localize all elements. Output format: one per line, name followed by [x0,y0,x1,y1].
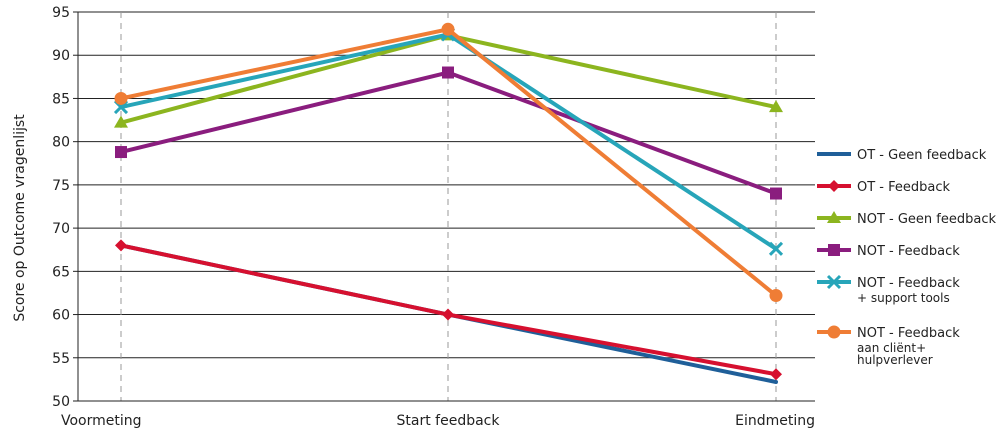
series-layer [113,22,784,384]
series-4 [115,66,782,200]
legend: OT - Geen feedback OT - Feedback NOT - Gee… [817,148,996,367]
legend-item-6: NOT - Feedback aan cliënt+ hulpverlever [817,325,960,367]
y-tick-label: 50 [52,394,70,410]
legend-swatch-marker [828,244,840,256]
legend-label: NOT - Feedback aan cliënt+ hulpverlever [857,326,960,367]
data-point-marker [114,91,128,105]
data-point-marker [770,368,782,381]
data-point-marker [769,100,783,113]
legend-label: NOT - Feedback + support tools [857,276,960,305]
legend-label: OT - Feedback [857,180,951,195]
y-tick-label: 65 [52,264,70,280]
x-tick-label: Voormeting [61,413,142,429]
legend-label: NOT - Geen feedback [857,212,996,227]
legend-swatch-marker [826,274,842,290]
y-tick-label: 70 [52,221,70,237]
axes: 50 55 60 65 70 75 80 85 90 95 Voormeting Start feed… [52,5,815,429]
legend-item-3: NOT - Geen feedback [817,211,996,227]
legend-swatch-marker [828,180,840,192]
grid-layer [78,11,815,401]
data-point-marker [114,115,128,128]
y-tick-label: 90 [52,48,70,64]
legend-item-2: OT - Feedback [817,180,951,195]
y-axis-title: Score op Outcome vragenlijst [12,114,28,322]
series-6 [114,22,783,303]
legend-label: NOT - Feedback [857,244,960,259]
data-point-marker [441,22,455,36]
y-tick-label: 55 [52,351,70,367]
legend-label: OT - Geen feedback [857,148,987,163]
data-point-marker [769,289,783,303]
legend-swatch-marker [827,211,841,223]
x-tick-label: Eindmeting [735,413,815,429]
data-point-marker [442,66,454,79]
y-tick-label: 75 [52,178,70,194]
data-point-marker [770,187,782,200]
y-tick-label: 95 [52,5,70,21]
y-tick-label: 85 [52,91,70,107]
data-point-marker [115,239,127,252]
data-point-marker [768,241,784,256]
legend-item-1: OT - Geen feedback [817,148,987,163]
y-tick-label: 80 [52,135,70,151]
legend-swatch-marker [827,325,841,339]
data-point-marker [115,146,127,159]
data-point-marker [442,308,454,321]
legend-item-4: NOT - Feedback [817,244,960,259]
x-tick-label: Start feedback [397,413,501,429]
series-2 [115,239,782,381]
legend-item-5: NOT - Feedback + support tools [817,274,960,305]
y-tick-label: 60 [52,308,70,324]
